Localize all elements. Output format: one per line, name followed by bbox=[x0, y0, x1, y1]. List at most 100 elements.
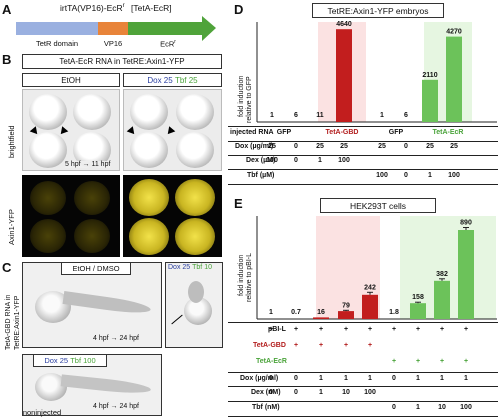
e-row-tetagbd: TetA-GBD bbox=[253, 342, 286, 349]
e-table-cell: 1 bbox=[319, 389, 323, 396]
d-bar-label: 6 bbox=[404, 112, 408, 119]
construct-title: irtTA(VP16)-EcRr [TetA-EcR] bbox=[60, 3, 172, 13]
domain-ecr-label: EcRr bbox=[160, 39, 176, 49]
e-bar bbox=[338, 311, 354, 319]
time-label: 4 hpf → 24 hpf bbox=[93, 403, 139, 410]
panel-e-title: HEK293T cells bbox=[320, 198, 436, 213]
embryo bbox=[130, 94, 168, 130]
d-table-cell: 25 bbox=[450, 143, 458, 150]
e-table-cell: + bbox=[343, 342, 349, 349]
d-bar bbox=[336, 29, 352, 123]
dox-tbf-label: Dox 25 Tbf 100 bbox=[33, 354, 107, 367]
d-table-rule bbox=[228, 184, 498, 185]
e-table-cell: 0 bbox=[294, 375, 298, 382]
e-table-cell: 0 bbox=[269, 375, 273, 382]
e-bar-label: 16 bbox=[317, 309, 325, 316]
embryo-fluorescence bbox=[74, 181, 110, 215]
e-bar-label: 382 bbox=[436, 271, 448, 278]
embryo-fluorescence bbox=[129, 179, 169, 216]
tbf-label: Tbf 100 bbox=[70, 356, 96, 365]
e-table-cell: 0 bbox=[294, 389, 298, 396]
d-table-cell: 1 bbox=[428, 172, 432, 179]
embryo bbox=[73, 94, 111, 130]
e-table-rule bbox=[228, 322, 498, 323]
d-table-cell: 25 bbox=[426, 143, 434, 150]
d-injected-tetagbd: TetA-GBD bbox=[325, 129, 359, 136]
d-injected-tetaecr: TetA-EcR bbox=[432, 129, 464, 136]
d-table-cell: 25 bbox=[268, 143, 276, 150]
domain-ecr-arrowhead bbox=[202, 16, 216, 41]
e-table-cell: 1 bbox=[416, 404, 420, 411]
e-table-cell: 0 bbox=[392, 375, 396, 382]
d-bar-label: 11 bbox=[316, 112, 324, 119]
d-table-rule bbox=[228, 155, 498, 156]
d-injected-gfp-2: GFP bbox=[388, 129, 404, 136]
e-table-cell: 1 bbox=[416, 375, 420, 382]
panel-d-title: TetRE:Axin1-YFP embryos bbox=[312, 3, 444, 18]
e-table-rule bbox=[228, 386, 498, 387]
construct-bracket: [TetA-EcR] bbox=[131, 3, 172, 13]
e-table-cell: 1 bbox=[319, 375, 323, 382]
e-bar bbox=[410, 303, 426, 319]
e-bar-label: 242 bbox=[364, 284, 376, 291]
d-bar-label: 4640 bbox=[336, 21, 352, 28]
embryo-fluorescence bbox=[175, 179, 215, 216]
e-table-cell: + bbox=[293, 326, 299, 333]
d-row-dex: Dex (µM) bbox=[246, 157, 276, 164]
e-table-cell: 10 bbox=[342, 389, 350, 396]
d-table-cell: 0 bbox=[404, 172, 408, 179]
domain-vp16 bbox=[98, 22, 128, 35]
dox-label: Dox 25 bbox=[168, 264, 191, 271]
larva-noninjected-image: Dox 25 Tbf 100 4 hpf → 24 hpf bbox=[22, 354, 162, 416]
d-table-cell: 1 bbox=[318, 157, 322, 164]
d-table-rule bbox=[228, 169, 498, 170]
e-bar bbox=[434, 280, 450, 319]
yfp-dox-tbf-image bbox=[123, 175, 222, 257]
panel-label-a: A bbox=[2, 2, 12, 17]
d-table-rule bbox=[228, 126, 498, 127]
tbf-label: Tbf 25 bbox=[174, 75, 198, 85]
d-bar bbox=[422, 79, 438, 122]
e-table-cell: + bbox=[367, 342, 373, 349]
d-bar-label: 2110 bbox=[422, 72, 437, 79]
e-row-pbil: pBI-L bbox=[268, 326, 286, 333]
embryo-fluorescence bbox=[30, 181, 66, 215]
e-bar bbox=[362, 294, 378, 319]
e-table-cell: + bbox=[463, 358, 469, 365]
e-bar-label: 890 bbox=[460, 220, 472, 227]
e-table-cell: + bbox=[318, 326, 324, 333]
d-bar-label: 1 bbox=[270, 112, 274, 119]
panel-label-e: E bbox=[234, 196, 243, 211]
construct-prime: r bbox=[122, 3, 125, 10]
e-bar bbox=[313, 317, 329, 319]
panel-b-header: TetA-EcR RNA in TetRE:Axin1-YFP bbox=[22, 54, 222, 69]
panel-label-d: D bbox=[234, 2, 244, 17]
e-table-rule bbox=[228, 401, 498, 402]
embryo-fluorescence bbox=[175, 218, 215, 255]
embryo-fluorescence bbox=[129, 218, 169, 255]
etoh-dmso-label: EtOH / DMSO bbox=[61, 262, 131, 275]
domain-ecr bbox=[128, 22, 202, 35]
embryo-fluorescence bbox=[30, 219, 66, 253]
e-table-cell: + bbox=[415, 358, 421, 365]
time-label: 4 hpf → 24 hpf bbox=[93, 335, 139, 342]
dox-label: Dox 25 bbox=[44, 356, 69, 365]
domain-ecr-sup: r bbox=[174, 39, 176, 45]
col-etoh-label: EtOH bbox=[22, 73, 120, 87]
larva-dox-tbf10-image: Dox 25 Tbf 10 bbox=[165, 262, 223, 348]
e-row-tetaecr: TetA-EcR bbox=[256, 358, 287, 365]
d-table-cell: 0 bbox=[404, 143, 408, 150]
e-table-cell: 1 bbox=[344, 375, 348, 382]
e-table-cell: 1 bbox=[368, 375, 372, 382]
d-table-cell: 100 bbox=[266, 157, 278, 164]
embryo bbox=[130, 132, 168, 168]
d-bar-label: 4270 bbox=[446, 29, 462, 36]
yfp-etoh-image bbox=[22, 175, 120, 257]
e-row-tbf: Tbf (nM) bbox=[252, 404, 280, 411]
e-table-cell: 100 bbox=[364, 389, 376, 396]
e-bar bbox=[458, 230, 474, 319]
e-bar-label: 158 bbox=[412, 294, 424, 301]
construct-name: irtTA(VP16)-EcR bbox=[60, 3, 123, 13]
brightfield-etoh-image: 5 hpf → 11 hpf bbox=[22, 89, 120, 171]
